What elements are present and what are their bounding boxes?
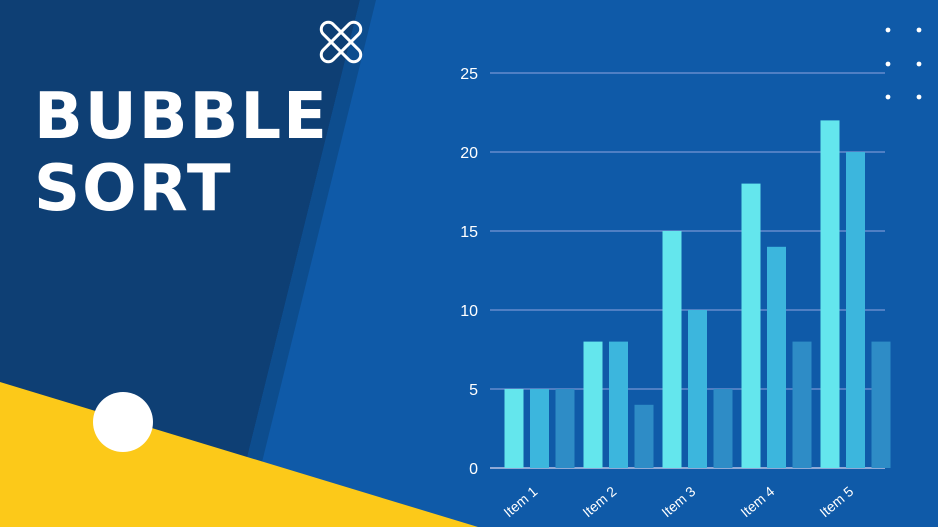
- bar: [713, 389, 733, 468]
- bar: [662, 231, 682, 468]
- bar: [634, 404, 654, 468]
- bar-chart: 0 5 10 15 20 25 Item 1 Item 2 Item 3 Item 4 Item 5: [460, 66, 891, 520]
- y-tick-label: 20: [460, 145, 478, 162]
- bar: [583, 341, 603, 468]
- x-tick-label: Item 1: [500, 483, 540, 520]
- bar: [504, 389, 524, 468]
- bar: [846, 152, 865, 468]
- diagonal-stripe: [230, 0, 376, 527]
- dark-panel: [0, 0, 360, 527]
- title-line-2: SORT: [34, 152, 233, 226]
- bar: [767, 246, 786, 468]
- bar: [609, 341, 628, 468]
- chart-bars: [504, 120, 891, 469]
- bar: [530, 389, 549, 468]
- bar: [688, 310, 707, 468]
- y-tick-label: 10: [460, 303, 478, 320]
- x-tick-label: Item 2: [579, 483, 619, 520]
- bar: [792, 341, 812, 468]
- bar: [820, 120, 840, 469]
- title-line-1: BUBBLE: [34, 80, 329, 154]
- y-tick-label: 5: [469, 382, 478, 399]
- cross-icon: [319, 20, 363, 64]
- y-tick-label: 15: [460, 224, 478, 241]
- y-tick-label: 0: [469, 461, 478, 478]
- bar: [741, 183, 761, 468]
- x-tick-label: Item 5: [816, 483, 856, 520]
- bar: [871, 341, 891, 468]
- y-tick-label: 25: [460, 66, 478, 83]
- bar: [555, 389, 575, 468]
- white-circle: [93, 392, 153, 452]
- x-tick-label: Item 4: [737, 483, 777, 520]
- chart-ticks: 0 5 10 15 20 25 Item 1 Item 2 Item 3 Item 4 Item 5: [460, 66, 856, 520]
- dot-grid: [885, 27, 922, 100]
- x-tick-label: Item 3: [658, 483, 698, 520]
